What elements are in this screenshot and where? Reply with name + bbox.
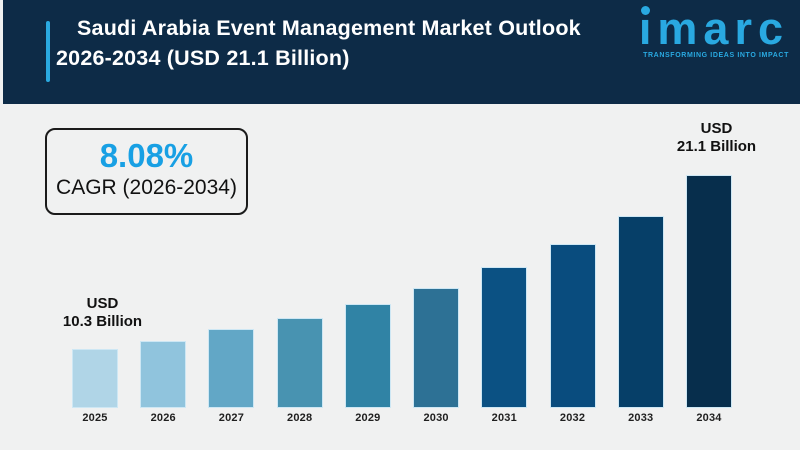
bar-2028 <box>276 318 323 408</box>
header-banner: Saudi Arabia Event Management Market Out… <box>3 0 800 104</box>
title-line-2: 2026-2034 (USD 21.1 Billion) <box>56 46 350 70</box>
x-tick-2027: 2027 <box>218 412 245 424</box>
logo-i-dot-icon <box>640 6 650 15</box>
bar-2031 <box>481 267 528 408</box>
bar-chart: 2025 2026 2027 2028 2029 2030 2031 2032 2033 2034 <box>72 174 732 424</box>
logo-text: ımarc <box>638 3 789 54</box>
bar-2027 <box>208 329 255 408</box>
x-tick-2032: 2032 <box>559 412 586 424</box>
bar-group-2028: 2028 <box>276 174 323 424</box>
bar-group-2032: 2032 <box>549 174 596 424</box>
bar-group-2027: 2027 <box>208 174 255 424</box>
bar-group-2029: 2029 <box>344 174 391 424</box>
x-tick-2034: 2034 <box>696 412 722 424</box>
annotation-line: USD <box>700 120 733 137</box>
title-accent-bar <box>46 21 50 82</box>
title-line-1: Saudi Arabia Event Management Market Out… <box>77 16 581 40</box>
value-annotation-2034: USD 21.1 Billion <box>659 120 774 156</box>
x-tick-2029: 2029 <box>355 412 381 424</box>
cagr-label: CAGR (2026-2034) <box>56 176 237 199</box>
bar-2026 <box>140 341 187 408</box>
page-title: Saudi Arabia Event Management Market Out… <box>56 13 581 73</box>
brand-tagline: TRANSFORMING IDEAS INTO IMPACT <box>643 52 789 59</box>
x-tick-2033: 2033 <box>628 412 654 424</box>
bar-group-2030: 2030 <box>413 174 460 424</box>
cagr-value: 8.08% <box>99 137 194 174</box>
bar-2033 <box>617 216 664 408</box>
x-tick-2028: 2028 <box>287 412 313 424</box>
bar-group-2026: 2026 <box>140 174 187 424</box>
x-tick-2025: 2025 <box>82 412 108 424</box>
bar-2025 <box>72 349 118 408</box>
bar-group-2025: 2025 <box>72 174 118 424</box>
x-tick-2030: 2030 <box>423 412 449 424</box>
x-tick-2026: 2026 <box>150 412 176 424</box>
imarc-wordmark: ımarc <box>639 6 789 51</box>
value-annotation-2025: USD 10.3 Billion <box>50 295 155 331</box>
annotation-line: USD <box>86 295 119 312</box>
annotation-line: 21.1 Billion <box>676 138 757 155</box>
x-tick-2031: 2031 <box>491 412 517 424</box>
bar-group-2033: 2033 <box>617 174 664 424</box>
annotation-line: 10.3 Billion <box>62 313 143 330</box>
bar-group-2031: 2031 <box>481 174 528 424</box>
bar-2029 <box>344 304 391 408</box>
bar-2030 <box>413 288 460 408</box>
bar-2032 <box>549 244 596 408</box>
cagr-badge: 8.08% CAGR (2026-2034) <box>45 128 248 215</box>
imarc-logo: ımarc TRANSFORMING IDEAS INTO IMPACT <box>614 6 789 59</box>
bar-group-2034: 2034 <box>685 174 732 424</box>
bar-2034 <box>685 175 732 408</box>
